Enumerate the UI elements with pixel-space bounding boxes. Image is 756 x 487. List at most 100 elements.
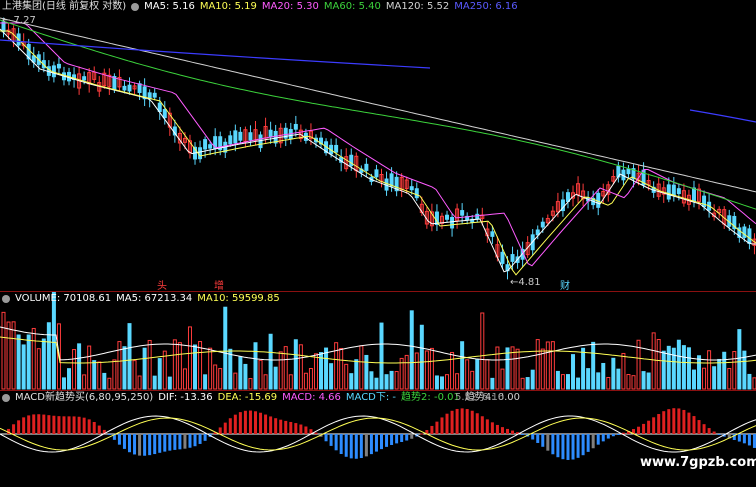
macd-bar	[586, 434, 590, 452]
price-chart[interactable]: 上港集团(日线 前复权 对数) MA5: 5.16 MA10: 5.19 MA2…	[0, 0, 756, 290]
candle	[510, 254, 515, 262]
volume-bar	[313, 353, 318, 390]
volume-bar	[475, 359, 480, 390]
macd-histogram	[0, 408, 756, 460]
volume-bar	[661, 350, 666, 390]
volume-bar	[429, 347, 434, 390]
volume-bar	[157, 358, 162, 390]
candle	[490, 231, 495, 237]
volume-chart[interactable]: VOLUME: 70108.61 MA5: 67213.34 MA10: 595…	[0, 292, 756, 390]
volume-bar	[193, 344, 198, 390]
candle	[203, 139, 208, 150]
macd-bar	[57, 416, 61, 434]
settings-circle-icon[interactable]	[131, 3, 140, 11]
volume-bar	[490, 377, 495, 390]
macd-bar	[430, 425, 434, 434]
volume-bar	[485, 359, 490, 390]
candle	[631, 168, 636, 180]
settings-circle-icon[interactable]	[2, 394, 10, 402]
flag-head[interactable]: 头	[157, 281, 167, 290]
macd-bar	[188, 434, 192, 448]
candle	[394, 176, 399, 192]
candle	[691, 187, 696, 202]
candle	[601, 190, 606, 197]
candle	[334, 144, 339, 153]
volume-bar	[223, 306, 228, 390]
volume-bar	[631, 375, 636, 390]
macd-bar	[400, 434, 404, 442]
macd-bar	[541, 434, 545, 447]
macd-bar	[47, 415, 51, 434]
volume-bar	[409, 310, 414, 390]
volume-bar	[445, 374, 450, 390]
volume-bar	[293, 339, 298, 390]
candle	[676, 188, 681, 195]
volume-bar	[182, 368, 187, 390]
macd-down-readout: MACD下: -	[345, 392, 397, 403]
macd-bar	[369, 434, 373, 455]
ma10-line	[0, 30, 756, 276]
ma250-readout: MA250: 6.16	[454, 1, 518, 12]
macd-bar	[440, 417, 444, 434]
volume-bar	[127, 323, 132, 390]
volume-bar	[606, 376, 611, 390]
volume-bar	[555, 370, 560, 390]
high-price-marker: ← 7.27	[2, 15, 36, 26]
candle	[268, 129, 273, 138]
macd-bar	[601, 434, 605, 442]
volume-bar	[465, 359, 470, 390]
volume-bar	[727, 368, 732, 390]
flag-increase[interactable]: 增	[214, 281, 224, 290]
volume-bar	[87, 345, 92, 390]
candle	[374, 169, 379, 178]
volume-bar	[530, 369, 535, 390]
macd-bar	[521, 434, 525, 435]
macd-chart[interactable]: MACD新趋势买(6,80,95,250) DIF: -13.36 DEA: -…	[0, 391, 756, 487]
macd-bar	[460, 408, 464, 434]
macd-bar	[632, 429, 635, 434]
macd-bar	[107, 434, 111, 435]
volume-bar	[349, 373, 354, 390]
macd-bar	[27, 415, 31, 434]
candle	[293, 123, 298, 130]
volume-bar	[747, 373, 752, 390]
flag-finance[interactable]: 财	[560, 281, 570, 290]
volume-bar	[636, 339, 641, 390]
volume-bar	[147, 339, 152, 390]
volume-bar	[253, 342, 258, 390]
macd-bar	[264, 414, 268, 434]
settings-circle-icon[interactable]	[2, 295, 10, 303]
candle	[389, 173, 394, 187]
macd-bar	[102, 429, 106, 434]
watermark: www.7gpzb.com	[640, 455, 756, 470]
candle	[147, 92, 152, 100]
candle	[82, 76, 87, 81]
volume-bar	[228, 348, 233, 390]
macd-bar	[561, 434, 565, 460]
volume-bar	[450, 351, 455, 390]
volume-bar	[248, 378, 253, 390]
volume-bar	[495, 346, 500, 390]
candle	[737, 227, 742, 238]
candle	[596, 192, 601, 208]
volume-bar	[51, 292, 56, 390]
macd-bar	[324, 434, 328, 442]
macd-bar	[97, 425, 101, 434]
macd-bar	[697, 420, 701, 434]
vol-ma10-line	[0, 336, 756, 364]
candle	[127, 84, 132, 92]
macd-bar	[42, 414, 46, 434]
volume-bar	[525, 377, 530, 390]
macd-bar	[470, 410, 474, 434]
macd-bar	[737, 434, 741, 442]
candle	[747, 228, 752, 244]
macd-bar	[752, 434, 756, 448]
candle	[671, 184, 676, 196]
macd-bar	[475, 413, 479, 434]
volume-bar	[399, 357, 404, 390]
candle	[404, 179, 409, 189]
candle	[545, 218, 550, 224]
volume-bar	[626, 374, 631, 390]
volume-bar	[656, 338, 661, 390]
candle	[182, 137, 187, 143]
